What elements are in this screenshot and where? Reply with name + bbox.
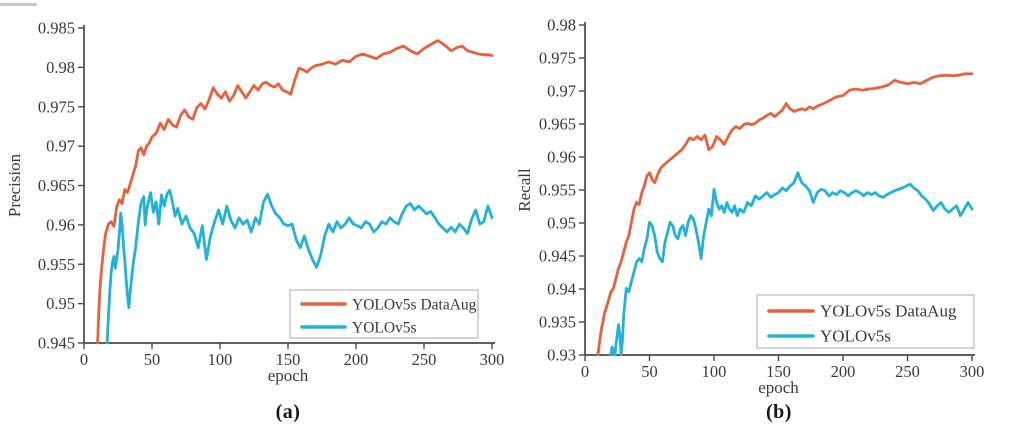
caption-b: (b) — [766, 401, 792, 423]
precision-chart: 0.945 0.95 0.955 0.96 0.965 0.97 0.975 0.98 0.98… — [5, 19, 505, 386]
x-axis-label: epoch — [758, 378, 799, 397]
legend-label-yolov5s: YOLOv5s — [820, 327, 891, 346]
legend-box — [756, 294, 975, 349]
series-line-yolov5s — [105, 188, 494, 344]
legend-label-dataaug: YOLOv5s DataAug — [352, 297, 477, 314]
series-line-yolov5s — [609, 171, 974, 356]
y-tick-label: 0.93 — [547, 346, 576, 365]
y-tick-label: 0.945 — [38, 334, 75, 353]
x-tick-label: 250 — [412, 350, 437, 369]
x-tick-label: 300 — [480, 350, 505, 369]
y-tick-label: 0.975 — [539, 49, 576, 68]
y-axis-label: Recall — [515, 168, 534, 212]
y-tick-label: 0.98 — [46, 58, 75, 77]
y-axis-label: Precision — [5, 153, 24, 217]
x-tick-label: 100 — [702, 362, 727, 381]
x-tick-label: 300 — [960, 362, 985, 381]
x-tick-label: 150 — [276, 350, 301, 369]
y-tick-label: 0.965 — [539, 115, 576, 134]
panel-a-precision: 0.945 0.95 0.955 0.96 0.965 0.97 0.975 0.98 0.98… — [5, 19, 505, 424]
scan-artifact — [0, 3, 37, 6]
recall-chart: 0.93 0.935 0.94 0.945 0.95 0.955 0.96 0.965 0.97… — [515, 16, 985, 398]
x-tick-label: 250 — [895, 362, 920, 381]
y-tick-label: 0.97 — [547, 82, 576, 101]
y-tick-label: 0.95 — [46, 294, 75, 313]
y-tick-label: 0.97 — [46, 137, 75, 156]
y-tick-label: 0.94 — [547, 280, 576, 299]
y-tick-label: 0.955 — [539, 181, 576, 200]
x-tick-label: 200 — [344, 350, 369, 369]
legend-box — [289, 289, 479, 339]
caption-a: (a) — [275, 401, 301, 423]
y-tick-label: 0.975 — [38, 97, 75, 116]
series-line-yolov5s-dataaug — [596, 72, 974, 356]
y-tick-label: 0.945 — [539, 247, 576, 266]
panel-b-recall: 0.93 0.935 0.94 0.945 0.95 0.955 0.96 0.965 0.97… — [512, 0, 1024, 445]
y-tick-label: 0.965 — [38, 176, 75, 195]
y-tick-label: 0.935 — [539, 313, 576, 332]
x-axis-label: epoch — [268, 366, 309, 385]
series-line-yolov5s-dataaug — [96, 39, 494, 344]
legend-label-yolov5s: YOLOv5s — [352, 320, 417, 337]
y-tick-label: 0.985 — [38, 19, 75, 38]
y-tick-label: 0.95 — [547, 214, 576, 233]
y-tick-label: 0.98 — [547, 16, 576, 35]
x-tick-label: 0 — [581, 362, 589, 381]
x-tick-label: 200 — [831, 362, 856, 381]
x-tick-label: 50 — [144, 350, 161, 369]
x-tick-label: 150 — [766, 362, 791, 381]
y-tick-label: 0.96 — [46, 215, 75, 234]
x-tick-label: 100 — [208, 350, 233, 369]
y-tick-label: 0.955 — [38, 255, 75, 274]
y-tick-label: 0.96 — [547, 148, 576, 167]
x-tick-label: 0 — [80, 350, 88, 369]
legend-label-dataaug: YOLOv5s DataAug — [820, 302, 957, 321]
x-tick-label: 50 — [641, 362, 658, 381]
